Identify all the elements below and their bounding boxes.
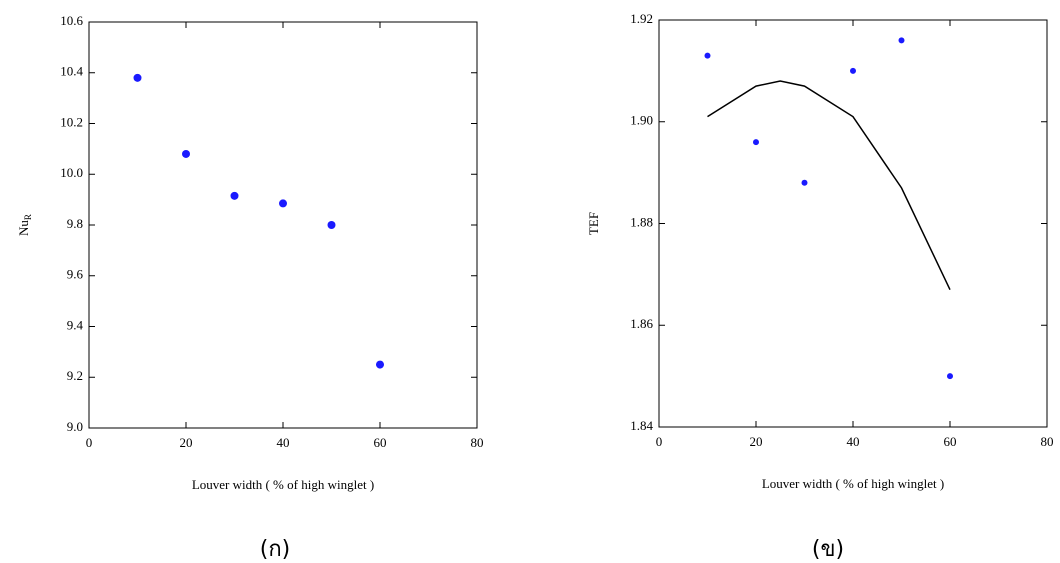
x-axis-label: Louver width ( % of high winglet ) (762, 476, 944, 491)
y-axis-label-main: TEF (586, 212, 601, 235)
caption: (ข) (812, 537, 844, 562)
caption: (ก) (260, 537, 291, 562)
y-tick-label: 10.6 (60, 13, 83, 28)
x-tick-label: 0 (656, 434, 663, 449)
x-tick-label: 20 (180, 435, 193, 450)
y-tick-label: 9.6 (67, 267, 84, 282)
x-tick-label: 80 (471, 435, 484, 450)
x-tick-label: 80 (1041, 434, 1054, 449)
x-tick-label: 60 (374, 435, 387, 450)
y-tick-label: 1.86 (630, 316, 653, 331)
y-axis-label: NuR (16, 214, 33, 236)
data-point (376, 360, 384, 369)
data-point (704, 52, 711, 59)
x-tick-label: 40 (277, 435, 290, 450)
y-tick-label: 1.90 (630, 113, 653, 128)
chart: 0 20 40 60 80 9.0 9.2 9.4 9.6 9.8 10.0 10.2 10.4 10.6… (16, 13, 484, 562)
y-tick-label: 9.0 (67, 419, 83, 434)
x-tick-label: 20 (750, 434, 763, 449)
y-tick-label: 10.4 (60, 64, 83, 79)
data-point (327, 221, 336, 229)
data-point (801, 179, 808, 186)
y-tick-label: 1.88 (630, 214, 653, 229)
y-tick-label: 10.0 (60, 165, 83, 180)
y-tick-label: 1.84 (630, 418, 653, 433)
data-point (947, 373, 953, 380)
x-tick-label: 40 (847, 434, 860, 449)
data-point (133, 73, 142, 82)
data-point (230, 191, 239, 200)
y-tick-label: 9.8 (67, 216, 83, 231)
plot-frame (88, 21, 478, 429)
data-point (753, 139, 759, 146)
data-point (850, 67, 856, 74)
x-tick-label: 0 (86, 435, 93, 450)
fit-curve (707, 80, 951, 290)
y-tick-label: 10.2 (60, 114, 83, 129)
x-axis-label: Louver width ( % of high winglet ) (192, 477, 374, 492)
y-axis-label-sub: R (23, 214, 33, 220)
y-tick-label: 9.2 (67, 368, 83, 383)
y-axis-label-main: Nu (16, 220, 31, 236)
data-point (279, 199, 287, 208)
chart: 0 20 40 60 80 1.84 1.86 1.88 1.90 1.92 Louver widt… (586, 11, 1054, 562)
y-tick-label: 1.92 (630, 11, 653, 26)
data-point (182, 149, 190, 158)
x-tick-label: 60 (944, 434, 957, 449)
y-axis-label: TEF (586, 212, 601, 235)
y-tick-label: 9.4 (67, 317, 84, 332)
plot-frame (658, 19, 1048, 428)
data-point (898, 37, 905, 44)
